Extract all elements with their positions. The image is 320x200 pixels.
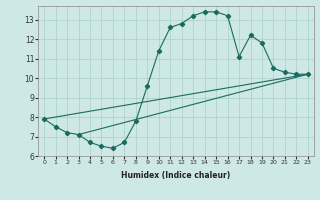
X-axis label: Humidex (Indice chaleur): Humidex (Indice chaleur) bbox=[121, 171, 231, 180]
